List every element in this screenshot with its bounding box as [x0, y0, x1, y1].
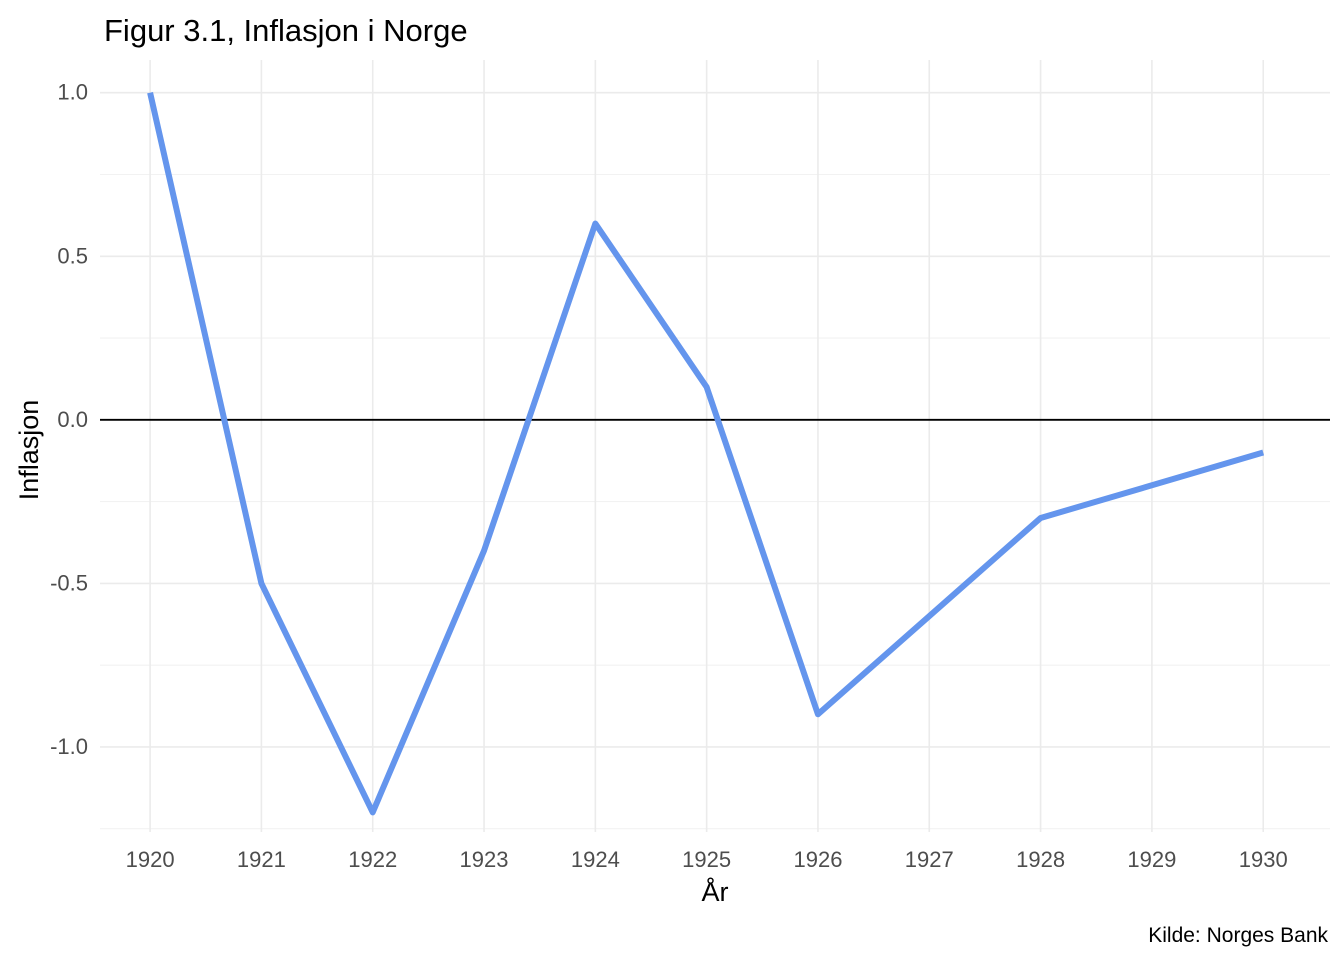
chart-title: Figur 3.1, Inflasjon i Norge	[104, 13, 468, 48]
y-axis-label: Inflasjon	[14, 400, 44, 501]
grid-lines	[100, 60, 1330, 832]
x-tick-label: 1922	[348, 847, 397, 872]
y-tick-label: 1.0	[57, 80, 88, 105]
y-tick-label: -1.0	[50, 734, 88, 759]
series-layer	[147, 92, 1265, 816]
x-tick-label: 1930	[1239, 847, 1288, 872]
x-tick-label: 1921	[237, 847, 286, 872]
x-tick-label: 1924	[571, 847, 620, 872]
x-tick-label: 1927	[905, 847, 954, 872]
x-tick-label: 1925	[682, 847, 731, 872]
x-tick-label: 1926	[793, 847, 842, 872]
y-tick-label: 0.5	[57, 243, 88, 268]
x-tick-label: 1923	[460, 847, 509, 872]
x-axis-ticks: 1920 1921 1922 1923 1924 1925 1926 1927 1928 1929…	[126, 847, 1288, 872]
y-tick-label: -0.5	[50, 570, 88, 595]
x-axis-label: År	[702, 876, 729, 907]
y-axis-ticks: 1.0 0.5 0.0 -0.5 -1.0	[50, 80, 88, 759]
x-tick-label: 1929	[1127, 847, 1176, 872]
y-tick-label: 0.0	[57, 407, 88, 432]
chart-caption: Kilde: Norges Bank	[1148, 924, 1328, 947]
x-tick-label: 1928	[1016, 847, 1065, 872]
x-tick-label: 1920	[126, 847, 175, 872]
